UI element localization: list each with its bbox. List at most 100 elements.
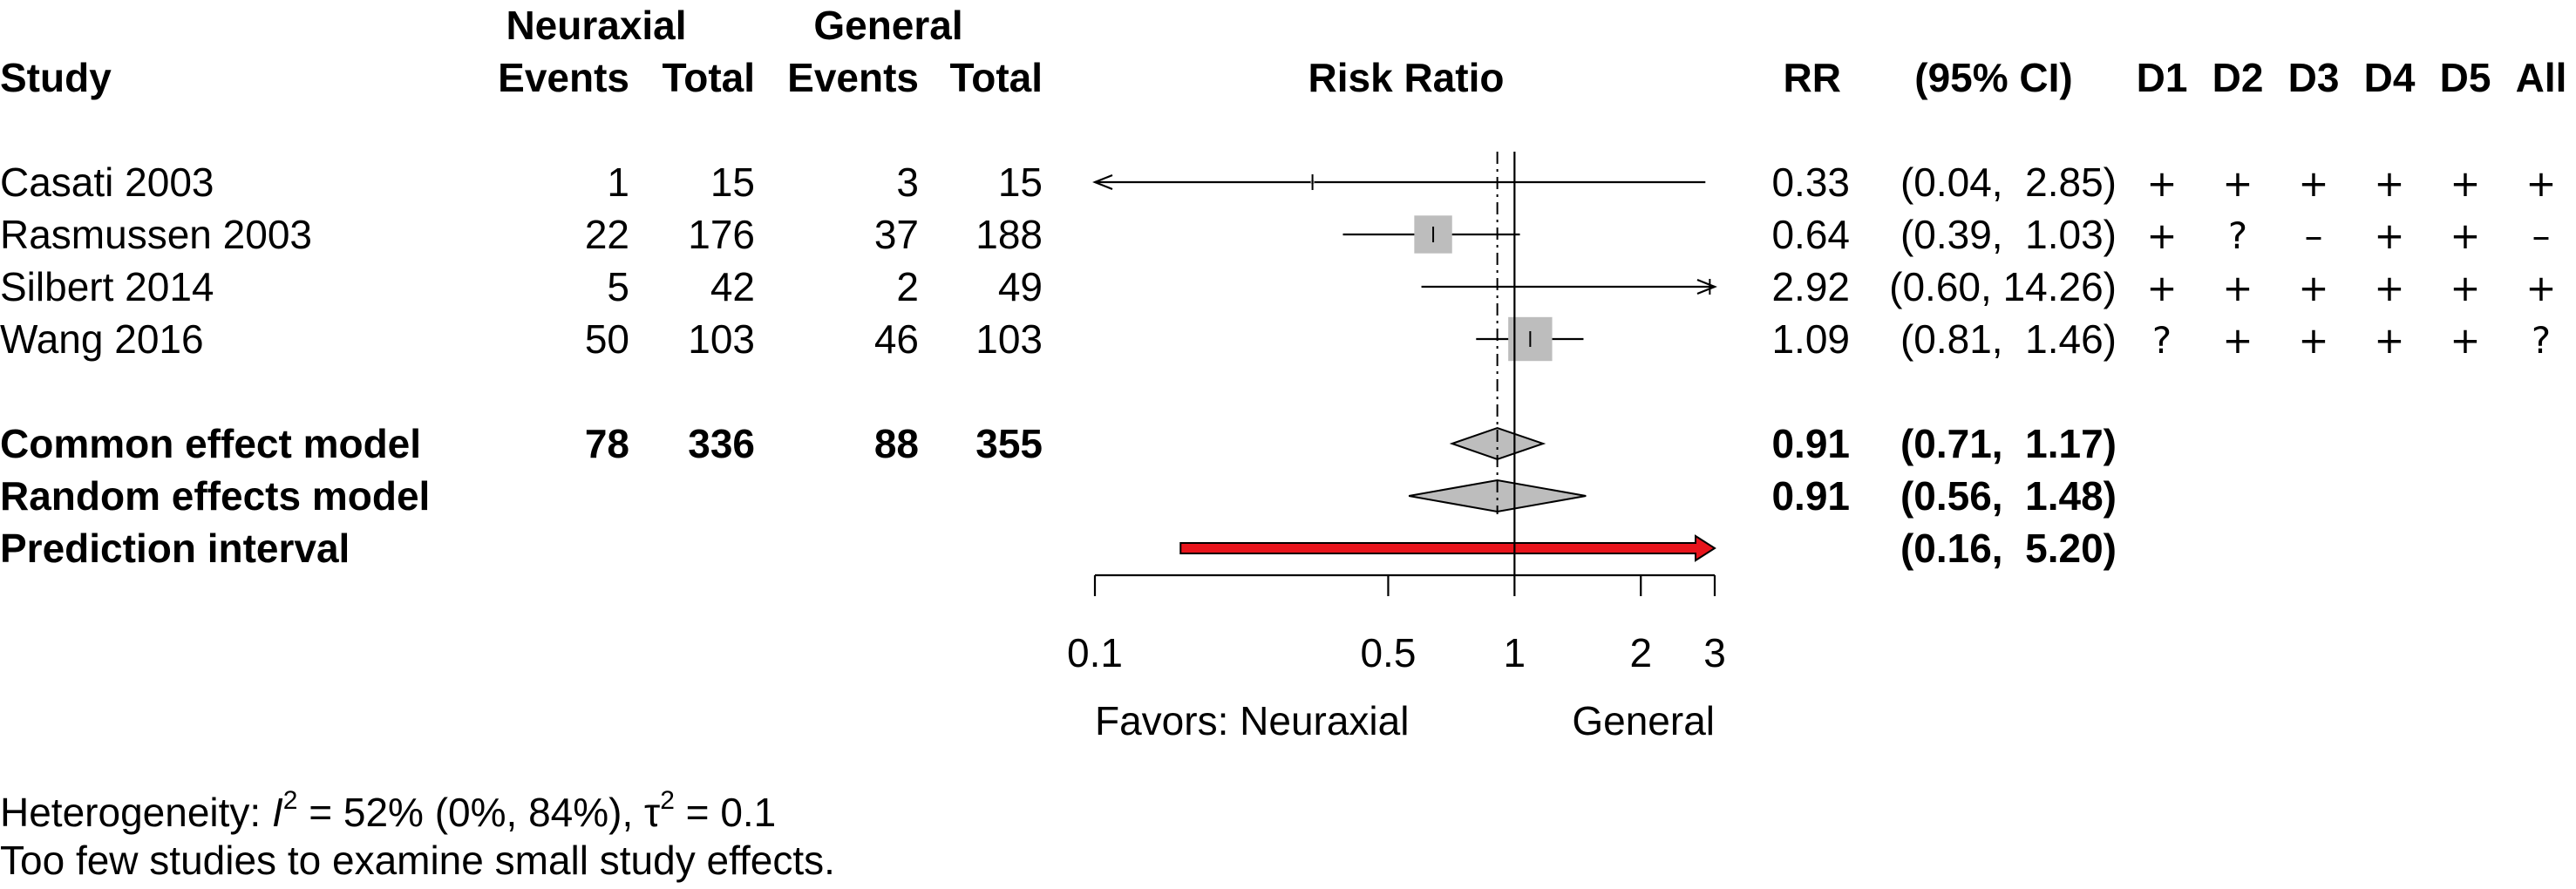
domain-header-d5: D5 [2440,55,2491,100]
het-prefix: Heterogeneity: [0,790,272,835]
pooled-ci: (0.71, 1.17) [1900,421,2117,466]
rob-judgement: + [2298,162,2328,205]
x-axis: 0.1 0.5 1 2 3 [1067,573,1726,675]
study-row: Casati 2003 1 15 3 15 0.33 (0.04, 2.85) + + + + + + [0,159,2557,205]
ci-value: (0.04, 2.85) [1900,159,2117,205]
total-general: 103 [975,316,1043,362]
rob-judgement: + [2450,319,2480,362]
header-events-2: Events [787,55,919,100]
x-tick-label: 0.5 [1360,630,1416,675]
study-name: Silbert 2014 [0,264,214,309]
het-sup2: 2 [660,786,675,815]
prediction-label: Prediction interval [0,526,350,571]
pooled-rows: Common effect model 78 336 88 355 0.91 (0.71, … [0,421,2117,519]
pooled-row: Random effects model 0.91 (0.56, 1.48) [0,473,2117,519]
header-events-1: Events [498,55,629,100]
rob-judgement: + [2374,267,2404,309]
rob-judgement: + [2298,267,2328,309]
study-row: Silbert 2014 5 42 2 49 2.92 (0.60, 14.26) + + + + +… [0,264,2557,309]
domain-header-d2: D2 [2212,55,2264,100]
pooled-rr: 0.91 [1771,473,1850,519]
rr-value: 0.64 [1771,212,1850,257]
favors-left: Favors: Neuraxial [1095,698,1409,743]
events-general: 3 [896,159,919,205]
heterogeneity-text: Heterogeneity: I2 = 52% (0%, 84%), τ2 = … [0,786,776,835]
prediction-ci: (0.16, 5.20) [1900,526,2117,571]
x-tick-label: 3 [1703,630,1726,675]
domain-header-d4: D4 [2364,55,2416,100]
events-general: 46 [874,316,919,362]
study-rows: Casati 2003 1 15 3 15 0.33 (0.04, 2.85) + + + + + +R… [0,159,2557,362]
rob-judgement: + [2525,162,2556,205]
pooled-total-general: 355 [975,421,1043,466]
pooled-name: Common effect model [0,421,421,466]
header-study: Study [0,55,112,100]
pooled-name: Random effects model [0,473,430,519]
rr-value: 0.33 [1771,159,1850,205]
domain-header-all: All [2516,55,2567,100]
rr-value: 2.92 [1771,264,1850,309]
study-row: Rasmussen 2003 22 176 37 188 0.64 (0.39, 1.03)… [0,212,2551,257]
rob-judgement: + [2450,214,2480,257]
ci-value: (0.39, 1.03) [1900,212,2117,257]
x-tick-label: 0.1 [1067,630,1123,675]
rob-judgement: + [2374,319,2404,362]
rob-judgement: + [2146,214,2177,257]
header-group1: Neuraxial [506,3,686,48]
rob-judgement: ? [2228,214,2247,257]
pooled-diamond [1408,478,1587,513]
header-total-1: Total [663,55,755,100]
het-end: = 0.1 [675,790,776,835]
x-tick-label: 2 [1629,630,1652,675]
het-i: I [272,790,283,835]
favors-right: General [1572,698,1715,743]
events-neuraxial: 22 [585,212,629,257]
prediction-interval-bar [1179,534,1716,562]
events-general: 2 [896,264,919,309]
pooled-events-neuraxial: 78 [585,421,629,466]
pooled-events-general: 88 [874,421,919,466]
total-neuraxial: 103 [688,316,755,362]
header-effect: Risk Ratio [1308,55,1505,100]
rob-judgement: + [2525,267,2556,309]
ci-arrow-left [1092,173,1113,191]
header-total-2: Total [950,55,1043,100]
ci-value: (0.81, 1.46) [1900,316,2117,362]
pooled-ci: (0.56, 1.48) [1900,473,2117,519]
study-name: Rasmussen 2003 [0,212,312,257]
plot-area [1092,152,1717,575]
total-neuraxial: 176 [688,212,755,257]
rob-judgement: – [2532,214,2551,257]
pooled-diamond [1449,426,1546,461]
rob-judgement: + [2450,162,2480,205]
rob-judgement: + [2222,162,2253,205]
total-neuraxial: 42 [710,264,755,309]
events-general: 37 [874,212,919,257]
rob-judgement: + [2222,319,2253,362]
pooled-rr: 0.91 [1771,421,1850,466]
rob-judgement: + [2222,267,2253,309]
rob-judgement: + [2374,162,2404,205]
study-name: Wang 2016 [0,316,204,362]
total-general: 49 [998,264,1043,309]
total-general: 15 [998,159,1043,205]
het-sup: 2 [283,786,298,815]
pooled-total-neuraxial: 336 [688,421,755,466]
rob-judgement: ? [2532,319,2551,362]
study-row: Wang 2016 50 103 46 103 1.09 (0.81, 1.46)? + + + +… [0,316,2551,362]
pooled-row: Common effect model 78 336 88 355 0.91 (0.71, … [0,421,2117,466]
rob-judgement: + [2374,214,2404,257]
domain-headers: D1 D2 D3 D4 D5 All [2137,55,2567,100]
rob-judgement: + [2146,267,2177,309]
events-neuraxial: 50 [585,316,629,362]
rr-value: 1.09 [1771,316,1850,362]
study-name: Casati 2003 [0,159,214,205]
header-rr: RR [1784,55,1841,100]
rob-judgement: + [2146,162,2177,205]
het-mid: = 52% (0%, 84%), τ [297,790,660,835]
rob-judgement: ? [2152,319,2172,362]
domain-header-d1: D1 [2137,55,2188,100]
events-neuraxial: 5 [607,264,629,309]
total-neuraxial: 15 [710,159,755,205]
small-study-note: Too few studies to examine small study e… [0,838,835,883]
